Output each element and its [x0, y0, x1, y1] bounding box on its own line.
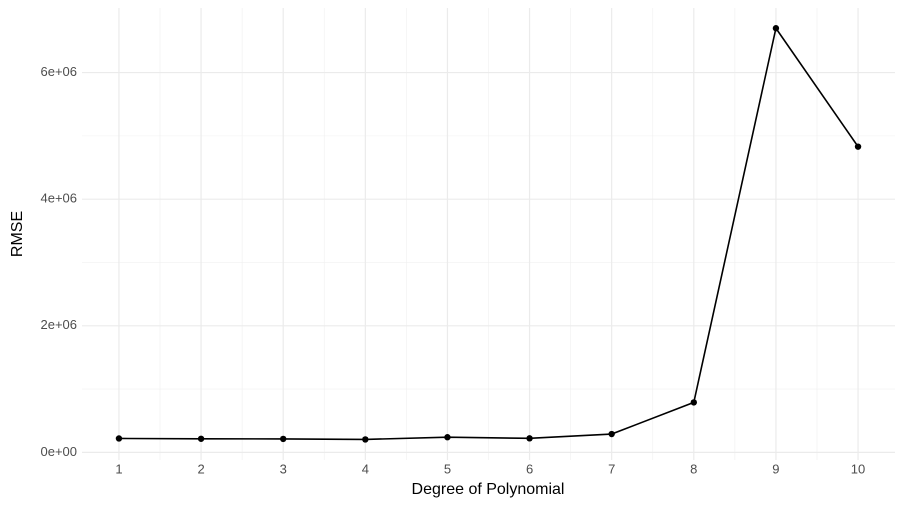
y-tick-label: 2e+06: [40, 317, 77, 332]
point: [197, 435, 205, 442]
point: [608, 430, 615, 438]
point: [115, 435, 123, 442]
point: [362, 436, 369, 443]
line: [118, 26, 859, 441]
x-tick-label: 4: [362, 461, 369, 476]
y-tick-label: 4e+06: [40, 191, 77, 206]
point: [690, 399, 698, 406]
x-tick-label: 5: [444, 461, 451, 476]
x-tick-label: 1: [115, 461, 122, 476]
point: [444, 434, 451, 441]
point: [854, 143, 862, 150]
point: [772, 25, 780, 32]
x-axis-title: Degree of Polynomial: [412, 481, 565, 498]
x-tick-label: 3: [280, 461, 287, 476]
y-tick-label: 0e+00: [40, 444, 77, 459]
x-tick-label: 8: [690, 461, 697, 476]
point: [526, 435, 533, 442]
x-tick-label: 2: [197, 461, 204, 476]
x-tick-label: 7: [608, 461, 615, 476]
x-tick-label: 10: [851, 461, 865, 476]
x-tick-label: 6: [526, 461, 533, 476]
point: [279, 435, 287, 443]
y-tick-label: 6e+06: [40, 64, 77, 79]
y-axis-title: RMSE: [9, 211, 26, 257]
x-tick-label: 9: [772, 461, 779, 476]
